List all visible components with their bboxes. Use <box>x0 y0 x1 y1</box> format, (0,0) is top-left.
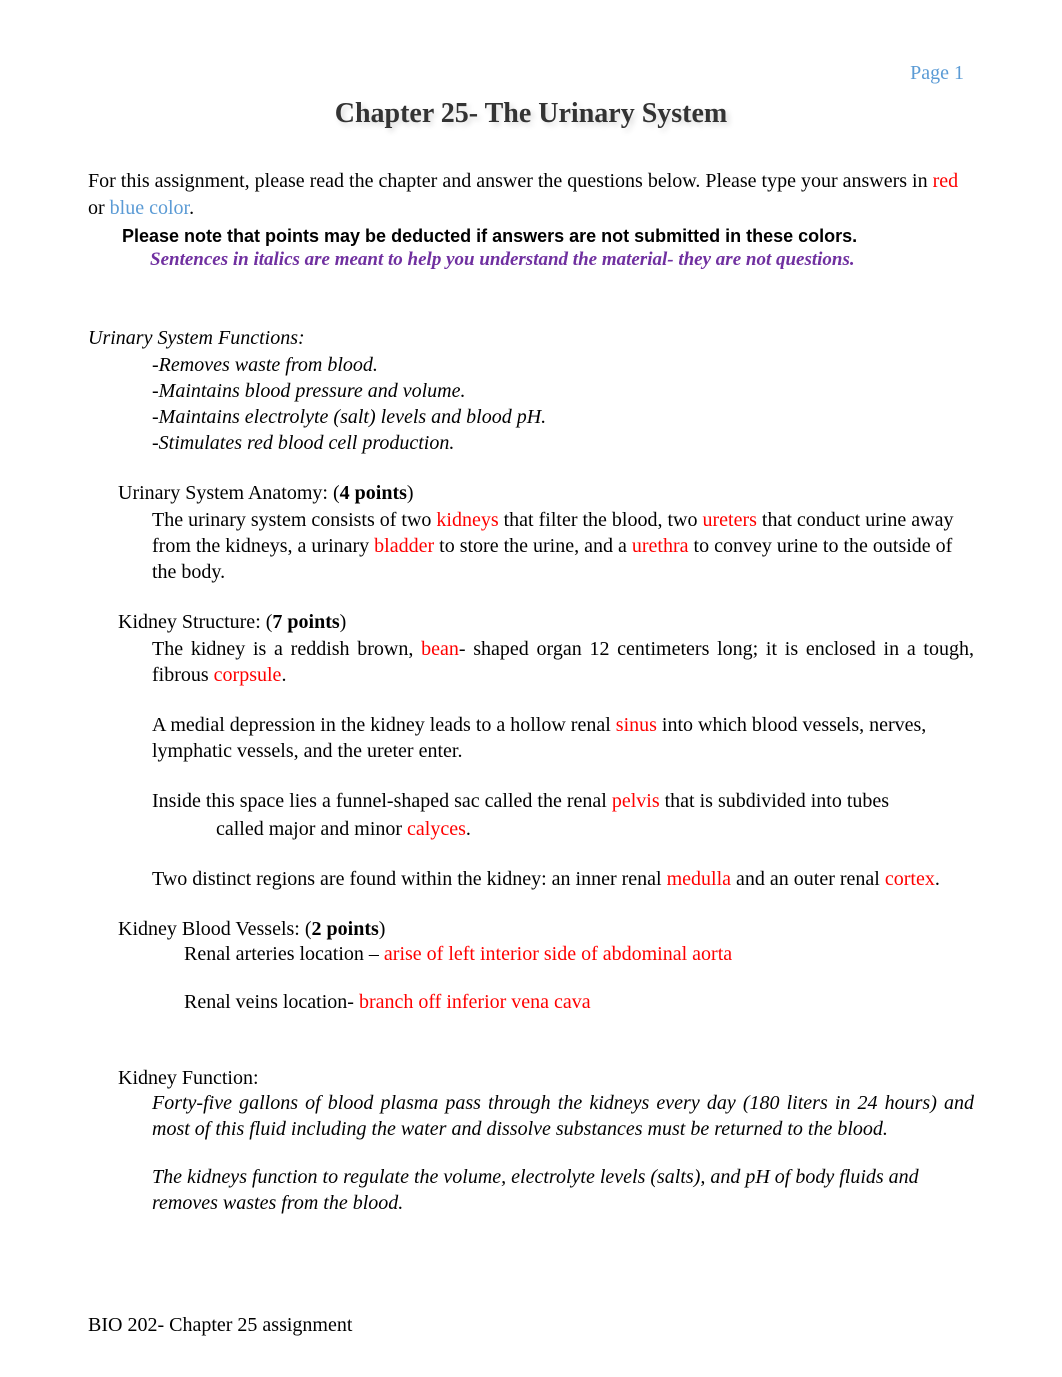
anatomy-p1a: The urinary system consists of two <box>152 509 436 531</box>
structure-p3b: that is subdivided into tubes <box>660 790 889 812</box>
structure-p4b: and an outer renal <box>731 868 885 890</box>
structure-p4: Two distinct regions are found within th… <box>152 866 974 892</box>
structure-bean: bean <box>421 638 459 660</box>
anatomy-ureters: ureters <box>702 509 756 531</box>
function-item-4: -Stimulates red blood cell production. <box>152 430 974 456</box>
intro-paragraph: For this assignment, please read the cha… <box>88 168 974 222</box>
structure-p3d: . <box>466 818 471 840</box>
structure-header: Kidney Structure: (7 points) <box>118 611 974 634</box>
structure-p2a: A medial depression in the kidney leads … <box>152 714 616 736</box>
intro-or: or <box>88 197 110 219</box>
intro-end: . <box>189 197 194 219</box>
arteries-label: Renal arteries location – <box>184 943 384 965</box>
structure-header-text: Kidney Structure: ( <box>118 611 272 633</box>
anatomy-body: The urinary system consists of two kidne… <box>152 507 974 585</box>
arteries-answer: arise of left interior side of abdominal… <box>384 943 732 965</box>
structure-corpsule: corpsule <box>214 664 282 686</box>
structure-pelvis: pelvis <box>612 790 660 812</box>
anatomy-kidneys: kidneys <box>436 509 498 531</box>
veins-line: Renal veins location- branch off inferio… <box>184 989 974 1015</box>
help-line: Sentences in italics are meant to help y… <box>150 249 974 271</box>
page-number: Page 1 <box>910 62 964 85</box>
veins-label: Renal veins location- <box>184 991 359 1013</box>
structure-p3-line2: called major and minor calyces. <box>216 816 974 842</box>
anatomy-header-text: Urinary System Anatomy: ( <box>118 482 340 504</box>
veins-answer: branch off inferior vena cava <box>359 991 591 1013</box>
function-item-3: -Maintains electrolyte (salt) levels and… <box>152 404 974 430</box>
structure-p3c: called major and minor <box>216 818 407 840</box>
function-header: Kidney Function: <box>118 1067 974 1090</box>
structure-p2: A medial depression in the kidney leads … <box>152 712 974 764</box>
anatomy-bladder: bladder <box>374 535 434 557</box>
footer: BIO 202- Chapter 25 assignment <box>88 1314 352 1337</box>
structure-p1: The kidney is a reddish brown, bean- sha… <box>152 636 974 688</box>
vessels-header-text: Kidney Blood Vessels: ( <box>118 918 312 940</box>
vessels-header: Kidney Blood Vessels: (2 points) <box>118 918 974 941</box>
function-item-2: -Maintains blood pressure and volume. <box>152 378 974 404</box>
intro-red-word: red <box>933 170 959 192</box>
arteries-line: Renal arteries location – arise of left … <box>184 941 974 967</box>
function-item-1: -Removes waste from blood. <box>152 352 974 378</box>
intro-blue-word: blue color <box>110 197 189 219</box>
structure-points: 7 points <box>272 611 339 633</box>
structure-p4a: Two distinct regions are found within th… <box>152 868 667 890</box>
structure-p3-line1: Inside this space lies a funnel-shaped s… <box>152 788 974 814</box>
vessels-close: ) <box>379 918 386 940</box>
structure-medulla: medulla <box>667 868 731 890</box>
anatomy-close: ) <box>407 482 414 504</box>
functions-header: Urinary System Functions: <box>88 327 974 350</box>
anatomy-header: Urinary System Anatomy: (4 points) <box>118 482 974 505</box>
chapter-title: Chapter 25- The Urinary System <box>88 98 974 130</box>
structure-p4c: . <box>935 868 940 890</box>
anatomy-points: 4 points <box>340 482 407 504</box>
vessels-points: 2 points <box>312 918 379 940</box>
function-p1: Forty-five gallons of blood plasma pass … <box>152 1090 974 1142</box>
structure-p1a: The kidney is a reddish brown, <box>152 638 421 660</box>
anatomy-urethra: urethra <box>632 535 689 557</box>
anatomy-p1b: that filter the blood, two <box>499 509 703 531</box>
structure-calyces: calyces <box>407 818 466 840</box>
structure-p1c: . <box>281 664 286 686</box>
structure-cortex: cortex <box>885 868 935 890</box>
function-p2: The kidneys function to regulate the vol… <box>152 1164 974 1216</box>
anatomy-p1d: to store the urine, and a <box>434 535 632 557</box>
note-line: Please note that points may be deducted … <box>122 226 974 247</box>
intro-text-1: For this assignment, please read the cha… <box>88 170 933 192</box>
structure-close: ) <box>340 611 347 633</box>
structure-p3a: Inside this space lies a funnel-shaped s… <box>152 790 612 812</box>
structure-sinus: sinus <box>616 714 657 736</box>
